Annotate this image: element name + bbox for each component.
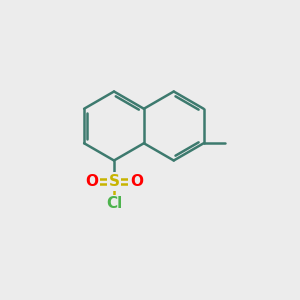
Text: O: O xyxy=(130,174,143,189)
Text: S: S xyxy=(109,174,119,189)
Text: O: O xyxy=(85,174,98,189)
Text: Cl: Cl xyxy=(106,196,122,211)
